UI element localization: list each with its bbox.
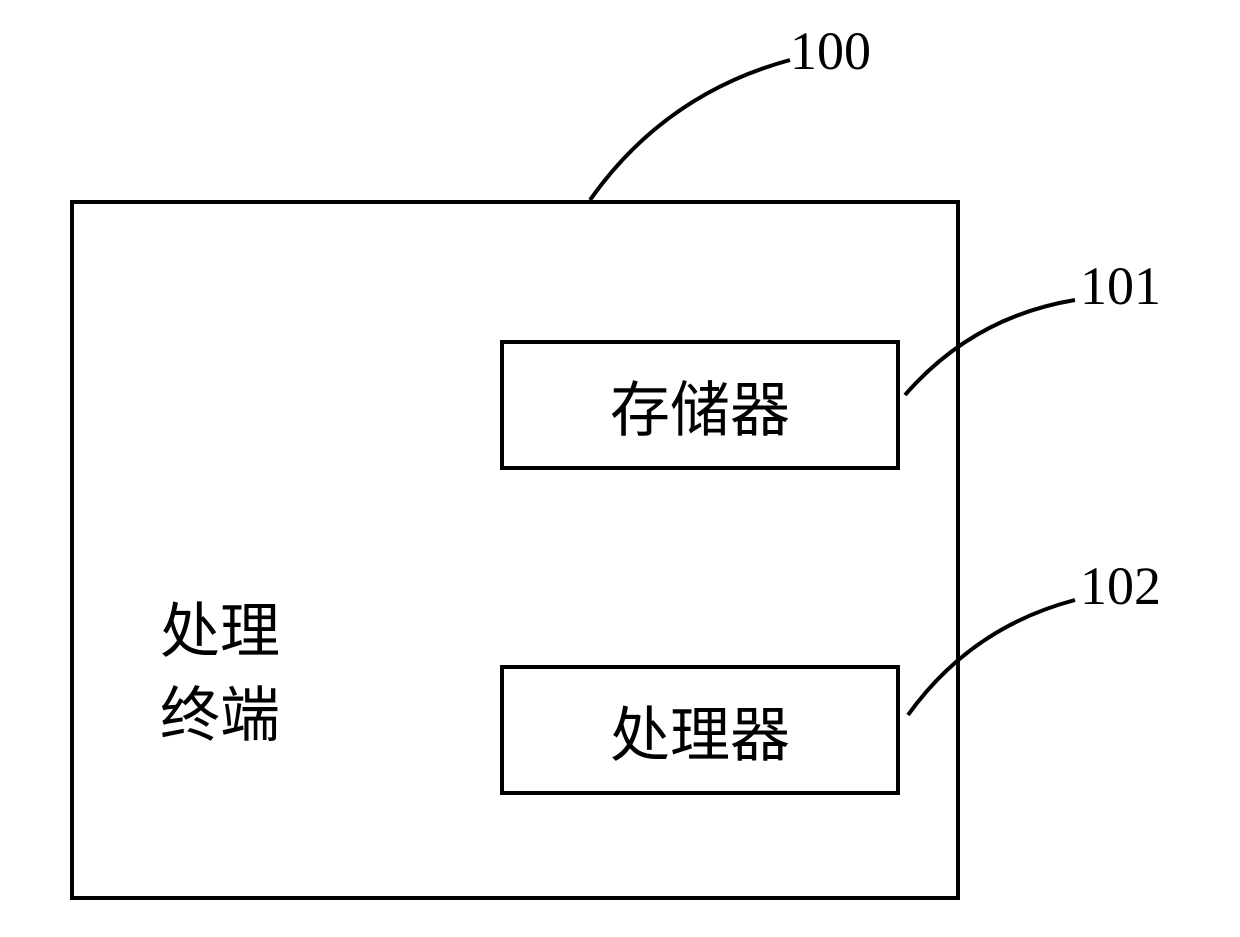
inner-box-processor: 处理器	[500, 665, 900, 795]
terminal-label-line2: 终端	[160, 674, 280, 758]
callout-102: 102	[1080, 555, 1161, 617]
processor-label: 处理器	[610, 687, 790, 774]
terminal-label: 处理 终端	[160, 590, 280, 758]
inner-box-memory: 存储器	[500, 340, 900, 470]
block-diagram: 处理 终端 存储器 处理器 100 101 102	[0, 0, 1240, 937]
outer-box-terminal	[70, 200, 960, 900]
callout-100: 100	[790, 20, 871, 82]
memory-label: 存储器	[610, 362, 790, 449]
callout-101: 101	[1080, 255, 1161, 317]
terminal-label-line1: 处理	[160, 590, 280, 674]
